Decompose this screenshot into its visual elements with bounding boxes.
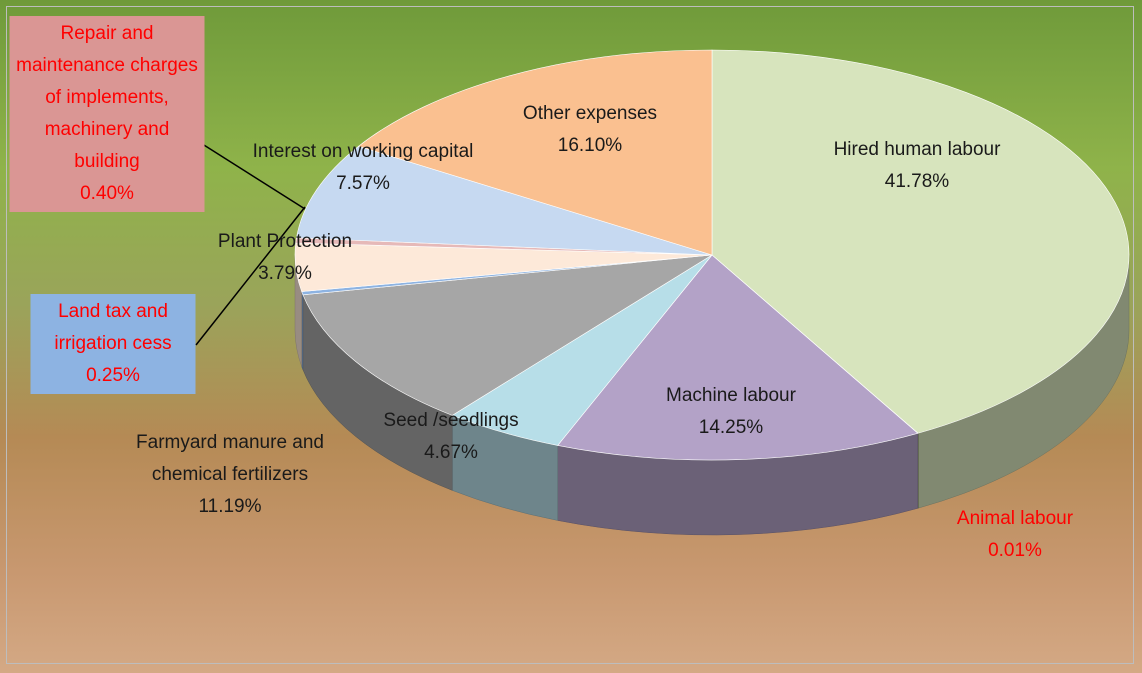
data-label: Interest on working capital 7.57% [243, 136, 483, 200]
data-label: Machine labour 14.25% [616, 380, 846, 444]
label-value: 14.25% [698, 417, 764, 438]
label-value: 3.79% [258, 263, 312, 284]
label-category: Farmyard manure and chemical fertilizers [136, 432, 324, 485]
slice [357, 49, 713, 256]
label-category: Hired human labour [833, 139, 1001, 160]
slice [302, 254, 713, 416]
label-category: Land tax and irrigation cess [54, 301, 172, 354]
data-label: Animal labour 0.01% [930, 503, 1100, 567]
data-label: Land tax and irrigation cess 0.25% [30, 294, 196, 394]
label-value: 0.25% [86, 365, 140, 386]
label-value: 16.10% [557, 135, 623, 156]
label-category: Animal labour [956, 508, 1074, 529]
slice [711, 49, 1130, 434]
data-label: Repair and maintenance charges of implem… [9, 16, 205, 212]
data-label: Farmyard manure and chemical fertilizers… [125, 427, 335, 523]
label-value: 0.40% [80, 183, 134, 204]
label-value: 41.78% [884, 171, 950, 192]
leader-line [195, 206, 306, 346]
label-category: Other expenses [522, 103, 658, 124]
label-category: Interest on working capital [252, 141, 474, 162]
chart-frame [6, 6, 1134, 664]
label-value: 4.67% [424, 442, 478, 463]
data-label: Seed /seedlings 4.67% [351, 405, 551, 469]
label-category: Seed /seedlings [383, 410, 519, 431]
slice [557, 254, 919, 461]
label-category: Repair and maintenance charges of implem… [16, 23, 198, 172]
leader-line [195, 139, 306, 210]
label-category: Machine labour [666, 385, 796, 406]
label-value: 7.57% [336, 173, 390, 194]
slice [296, 145, 713, 256]
label-value: 11.19% [198, 496, 262, 517]
data-label: Plant Protection 3.79% [185, 226, 385, 290]
label-category: Plant Protection [217, 231, 353, 252]
label-value: 0.01% [988, 540, 1042, 561]
data-label: Other expenses 16.10% [490, 98, 690, 162]
data-label: Hired human labour 41.78% [832, 134, 1002, 198]
